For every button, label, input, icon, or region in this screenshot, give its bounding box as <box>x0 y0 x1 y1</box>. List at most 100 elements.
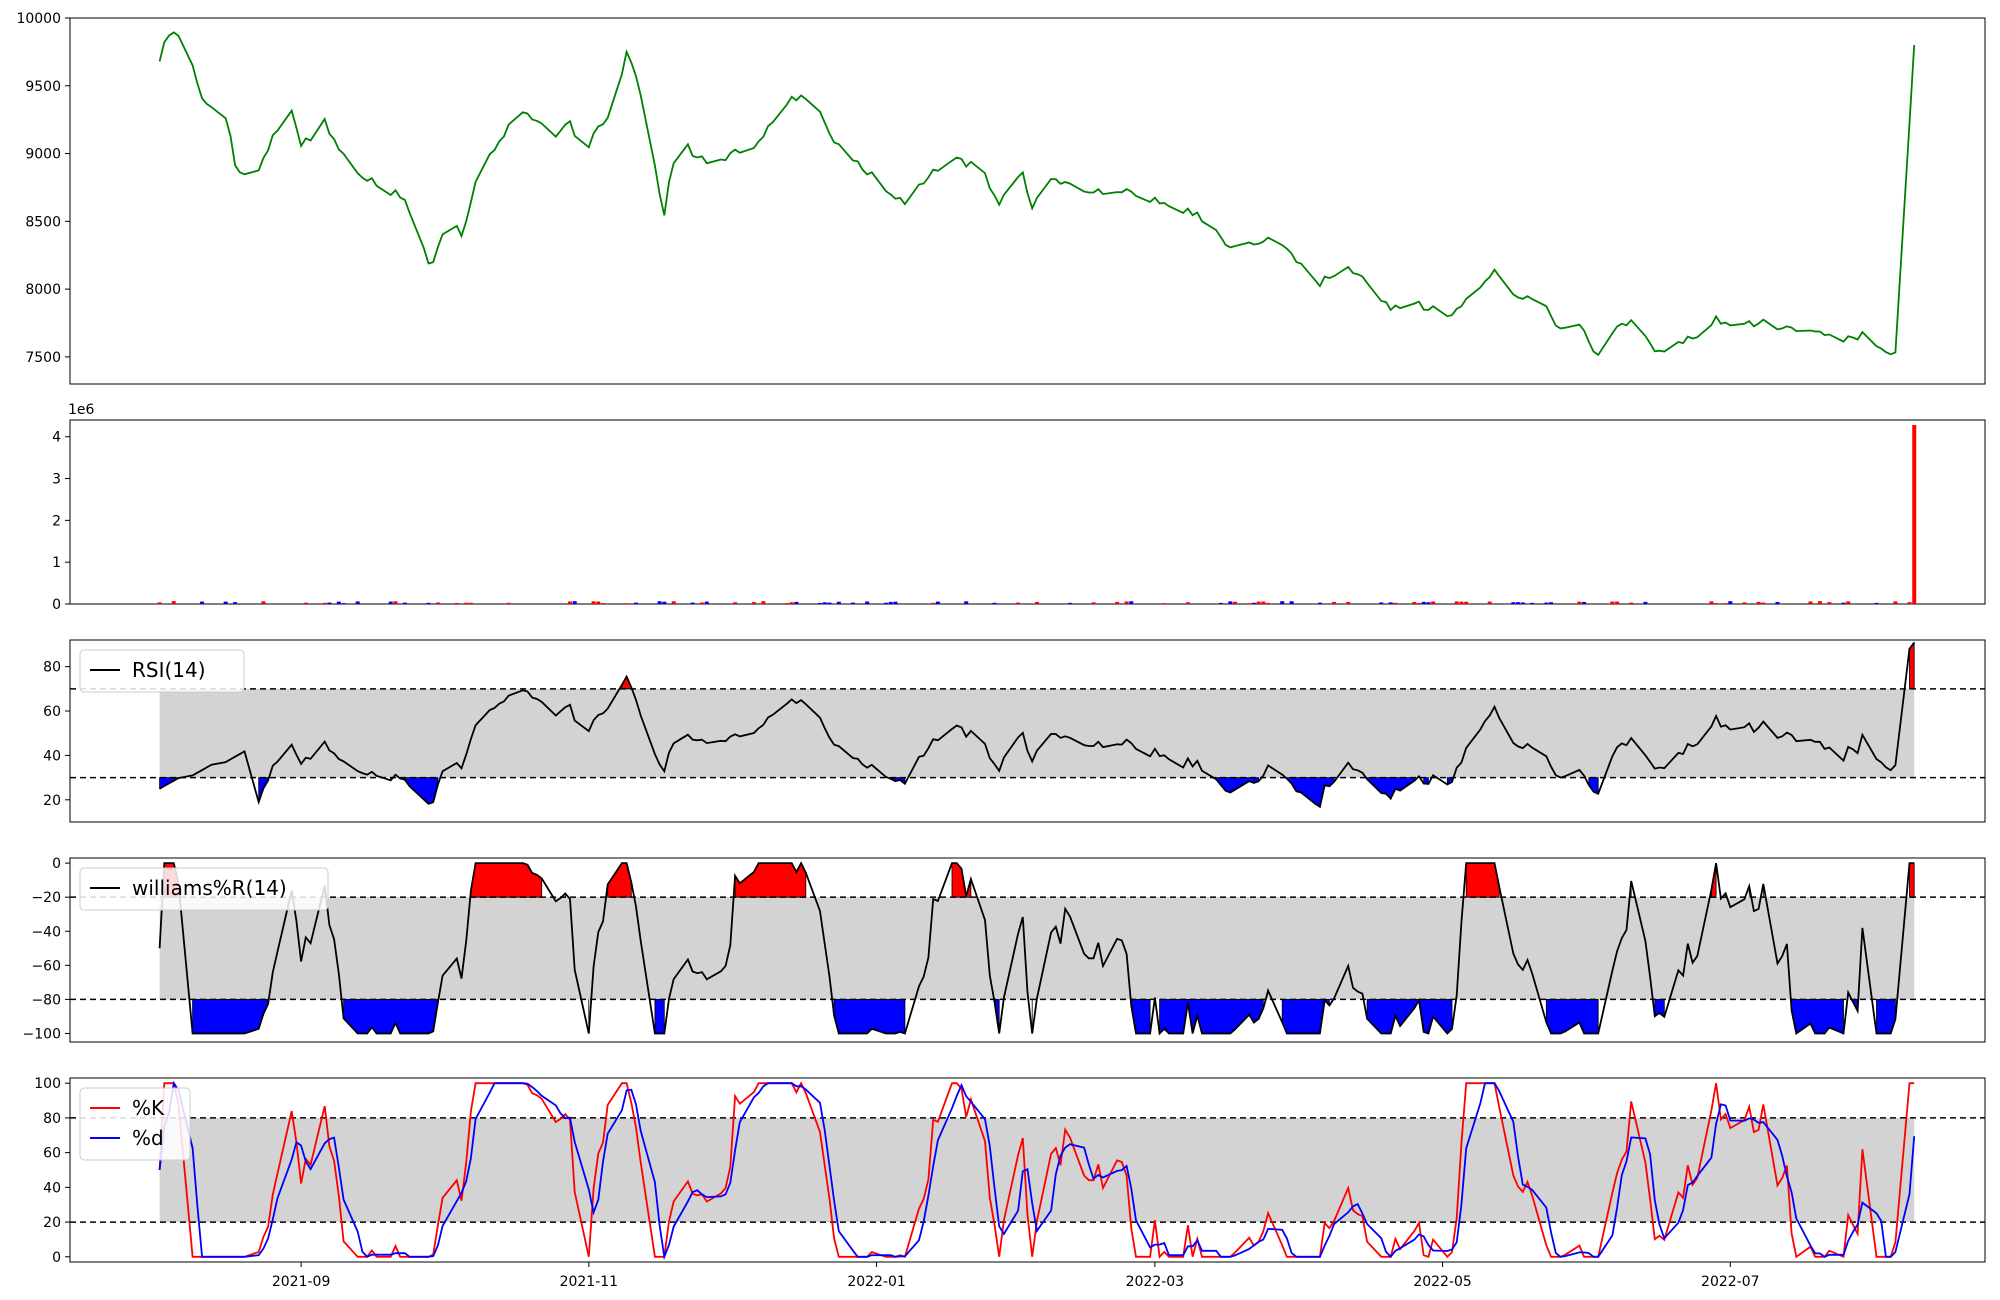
y-tick-label: −80 <box>31 992 61 1008</box>
volume-bar <box>1261 601 1266 604</box>
volume-bar <box>1332 601 1337 604</box>
volume-bar <box>1817 601 1822 604</box>
volume-bar <box>1280 601 1285 604</box>
x-tick-label: 2022-03 <box>1126 1274 1185 1290</box>
volume-bar <box>1874 602 1879 604</box>
neutral-band <box>159 897 1915 1000</box>
y-tick-label: 40 <box>43 748 61 764</box>
volume-bar <box>200 601 205 604</box>
volume-bar <box>794 601 799 604</box>
stoch-k-line <box>158 1081 1915 1259</box>
volume-bar <box>341 603 346 605</box>
x-tick-label: 2022-01 <box>847 1274 906 1290</box>
y-tick-label: 80 <box>43 660 61 676</box>
legend-label: williams%R(14) <box>132 876 287 900</box>
volume-bar <box>850 602 855 604</box>
williams-line <box>158 861 1915 1036</box>
y-tick-label: 40 <box>43 1180 61 1196</box>
legend: williams%R(14) <box>79 867 329 911</box>
volume-bar <box>1034 601 1039 604</box>
y-tick-label: 1 <box>52 555 61 571</box>
volume-bar <box>1393 602 1398 604</box>
volume-bar <box>1629 602 1634 604</box>
y-tick-label: 8500 <box>25 214 61 230</box>
volume-bar <box>468 602 473 604</box>
volume-bar <box>1775 601 1780 604</box>
legend-label: %K <box>132 1096 165 1120</box>
volume-bar <box>1742 602 1747 604</box>
volume-bar <box>1827 602 1832 604</box>
volume-bar <box>1846 601 1851 604</box>
volume-bar <box>657 601 662 604</box>
volume-bar <box>1761 602 1766 604</box>
volume-bar <box>624 603 629 605</box>
y-tick-label: −20 <box>31 890 61 906</box>
oversold-fill <box>343 999 439 1034</box>
oversold-fill <box>1215 777 1259 793</box>
volume-bar <box>1459 601 1464 604</box>
volume-bar <box>1610 601 1615 604</box>
oversold-fill <box>1130 999 1151 1034</box>
volume-bar <box>827 602 832 604</box>
volume-bar <box>322 602 327 604</box>
y-tick-label: 20 <box>43 1215 61 1231</box>
legend-box <box>79 1087 191 1161</box>
volume-bar <box>1426 602 1431 604</box>
axes-frame <box>69 857 1986 1043</box>
y-tick-label: 3 <box>52 472 61 488</box>
volume-bar <box>426 602 431 604</box>
oversold-fill <box>1791 999 1844 1035</box>
volume-bar <box>1162 603 1167 605</box>
volume-bar <box>1549 602 1554 604</box>
volume-bar <box>1416 602 1421 604</box>
volume-bar <box>751 602 756 604</box>
legend-label: RSI(14) <box>132 658 206 682</box>
volume-bar <box>1756 601 1761 604</box>
rsi-line <box>159 642 1915 809</box>
volume-bar <box>992 602 997 604</box>
overbought-fill <box>470 862 543 898</box>
neutral-band <box>159 688 1915 778</box>
volume-bar <box>1516 602 1521 604</box>
oversold-fill <box>1286 777 1335 808</box>
y-tick-label: 10000 <box>16 11 61 27</box>
volume-bar <box>662 601 667 604</box>
volume-bar <box>865 601 870 604</box>
volume-bar <box>1317 602 1322 604</box>
volume-bar <box>572 601 577 604</box>
y-tick-label: 0 <box>52 856 61 872</box>
volume-bar <box>1247 603 1252 605</box>
volume-bar <box>1233 601 1238 604</box>
x-tick-label: 2022-07 <box>1701 1274 1760 1290</box>
volume-bar <box>964 601 969 604</box>
volume-bar <box>671 601 676 604</box>
volume-bar <box>567 601 572 604</box>
volume-bar <box>789 602 794 604</box>
volume-bar <box>1643 601 1648 604</box>
volume-bar <box>171 601 176 604</box>
volume-bar <box>393 601 398 604</box>
volume-bar <box>1808 601 1813 604</box>
volume-bar <box>435 602 440 604</box>
y-tick-label: 8000 <box>25 282 61 298</box>
volume-bar <box>1016 602 1021 604</box>
y-tick-label: 4 <box>52 430 61 446</box>
price-line <box>158 31 1916 357</box>
volume-bar <box>1615 601 1620 604</box>
volume-bar <box>761 601 766 604</box>
y-tick-label: 80 <box>43 1111 61 1127</box>
volume-bar <box>600 603 605 605</box>
volume-bar <box>506 602 511 604</box>
volume-bar <box>1266 602 1271 604</box>
oversold-fill <box>833 999 906 1035</box>
volume-bar <box>336 601 341 604</box>
volume-bar <box>1582 601 1587 604</box>
y-tick-label: 100 <box>34 1076 61 1092</box>
axes-frame <box>69 419 1986 605</box>
volume-bar <box>355 601 360 604</box>
volume-bar <box>888 601 893 604</box>
volume-bar <box>1841 602 1846 604</box>
volume-bar <box>1129 601 1134 604</box>
volume-bar <box>327 602 332 604</box>
